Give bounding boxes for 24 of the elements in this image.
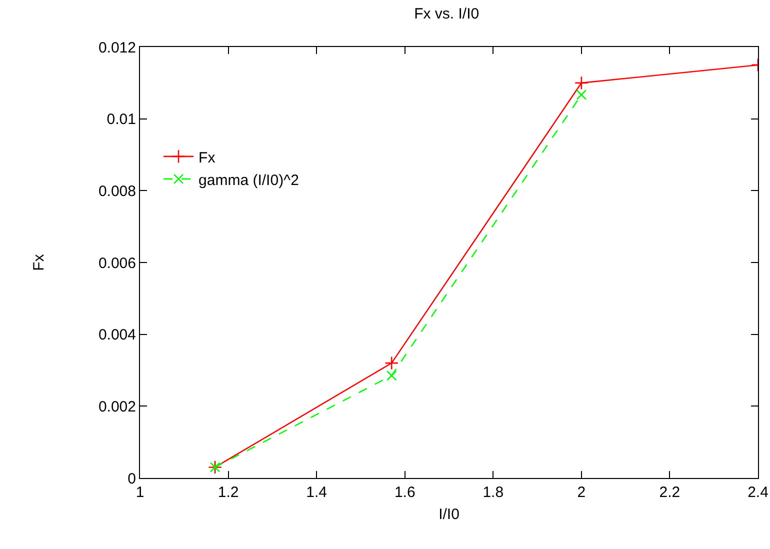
y-tick-label: 0.01 [106,111,136,128]
chart-title: Fx vs. I/I0 [414,6,480,23]
x-tick-label: 2.4 [748,484,768,501]
y-axis-title: Fx [30,254,48,271]
legend-label: Fx [198,149,216,166]
x-tick-label: 1.8 [482,484,504,501]
x-axis-title: I/I0 [438,506,460,523]
x-tick-label: 1.2 [218,484,239,501]
x-tick-label: 1 [136,484,144,501]
y-tick-label: 0.006 [98,254,136,272]
x-tick-label: 2 [577,484,586,501]
y-tick-label: 0.004 [98,326,136,344]
x-tick-label: 1.4 [306,484,327,501]
y-tick-label: 0 [128,470,136,488]
x-tick-label: 2.2 [659,484,680,501]
y-tick-label: 0.002 [98,398,136,416]
y-tick-label: 0.008 [98,182,136,200]
point [576,90,587,100]
y-tick-label: 0.012 [98,39,136,56]
point [384,356,399,370]
x-tick-label: 1.6 [394,484,416,501]
legend-label: gamma (I/I0)^2 [198,172,299,189]
point [386,370,397,381]
point [574,76,588,90]
